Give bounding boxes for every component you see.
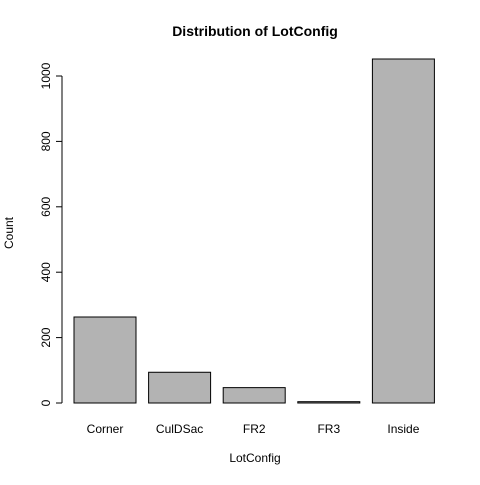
- x-tick-label-fr2: FR2: [243, 422, 266, 436]
- x-axis-label: LotConfig: [229, 451, 280, 465]
- bar-fr3: [297, 401, 361, 404]
- bar-corner: [73, 316, 137, 404]
- x-tick-label-corner: Corner: [87, 422, 124, 436]
- chart-title: Distribution of LotConfig: [172, 23, 338, 39]
- y-axis: 0 200 400 600 800 1000: [39, 62, 63, 406]
- x-tick-label-fr3: FR3: [317, 422, 340, 436]
- bar-culdsac: [148, 371, 212, 404]
- y-tick-label: 0: [39, 399, 53, 406]
- x-tick-label-inside: Inside: [387, 422, 419, 436]
- bar-fr2: [222, 387, 286, 404]
- bar-inside: [371, 58, 435, 404]
- y-axis-label: Count: [2, 216, 16, 249]
- y-tick-label: 200: [39, 327, 53, 347]
- x-tick-labels: Corner CulDSac FR2 FR3 Inside: [87, 422, 420, 436]
- x-tick-label-culdsac: CulDSac: [156, 422, 203, 436]
- bars-group: [73, 58, 435, 404]
- y-tick-label: 1000: [39, 62, 53, 89]
- y-tick-label: 400: [39, 262, 53, 282]
- y-tick-label: 600: [39, 196, 53, 216]
- y-tick-label: 800: [39, 131, 53, 151]
